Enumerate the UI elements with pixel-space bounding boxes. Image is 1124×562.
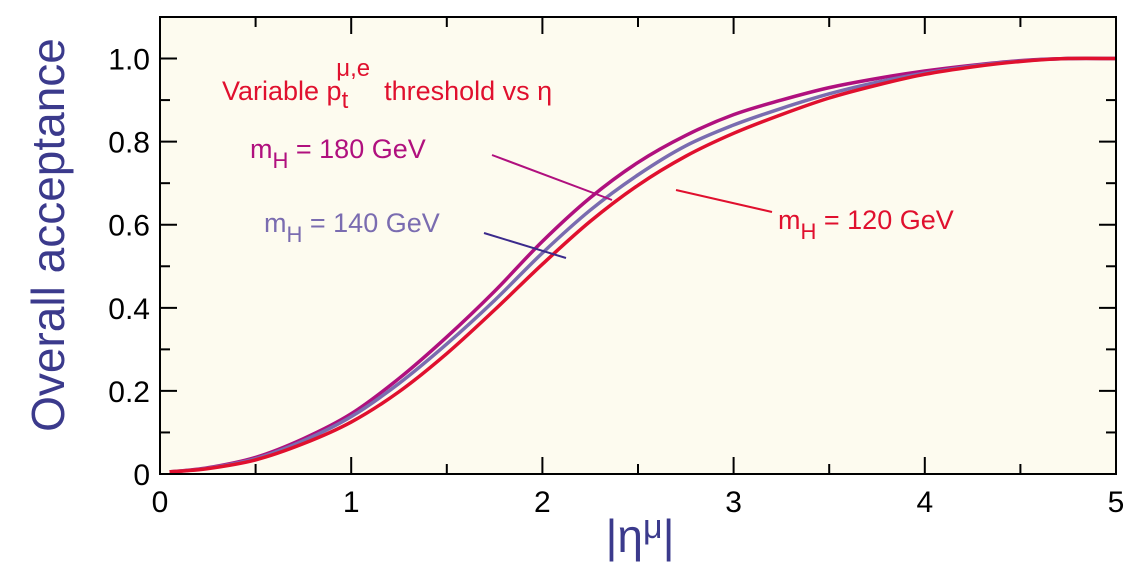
x-tick-label: 5 — [1108, 486, 1124, 519]
series-label-mh-120: mH = 120 GeV — [778, 205, 954, 244]
series-label-mh-140: mH = 140 GeV — [264, 208, 440, 247]
x-axis-label: |ημ| — [605, 508, 674, 562]
series-label-mh-180: mH = 180 GeV — [250, 134, 426, 173]
series-line-mh-120 — [169, 56, 1117, 474]
y-tick-label: 1.0 — [108, 44, 150, 77]
y-axis-label: Overall acceptance — [22, 38, 74, 432]
x-tick-label: 3 — [725, 486, 742, 519]
x-tick-label: 0 — [152, 486, 169, 519]
axis-tick-labels: 0 1 2 3 4 5 0 0.2 0.4 0.6 0.8 1.0 — [108, 44, 1124, 519]
pointer-mh-140 — [483, 232, 567, 259]
y-tick-label: 0 — [133, 459, 150, 492]
series-curves — [169, 56, 1117, 474]
x-tick-label: 1 — [343, 486, 360, 519]
pointer-mh-180 — [491, 154, 613, 201]
series-label-pointers — [483, 154, 773, 259]
plot-frame — [159, 16, 1117, 475]
x-tick-label: 4 — [916, 486, 933, 519]
y-tick-label: 0.8 — [108, 127, 150, 160]
plot-background — [160, 17, 1116, 474]
chart-header-annotation: Variable ptμ,ethreshold vs η — [222, 55, 552, 114]
y-tick-label: 0.2 — [108, 376, 150, 409]
y-tick-label: 0.6 — [108, 210, 150, 243]
x-tick-label: 2 — [534, 486, 551, 519]
pointer-mh-120 — [675, 189, 773, 213]
y-tick-label: 0.4 — [108, 293, 150, 326]
